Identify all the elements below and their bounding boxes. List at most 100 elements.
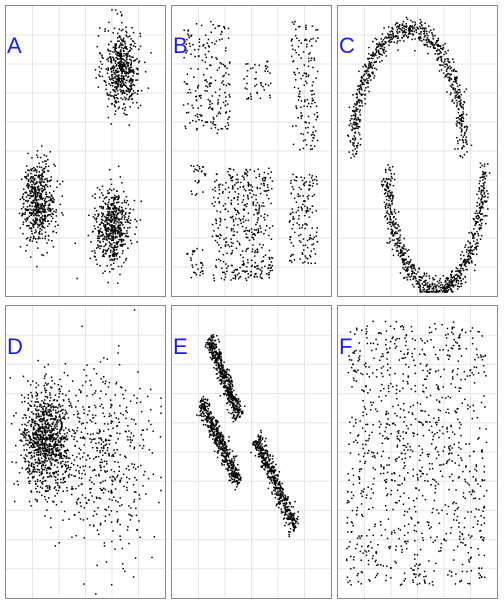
scatter-point <box>195 120 197 123</box>
scatter-point <box>382 49 384 51</box>
scatter-point <box>46 251 48 254</box>
scatter-point <box>391 177 393 180</box>
scatter-point <box>264 190 267 192</box>
scatter-point <box>39 430 42 433</box>
scatter-point <box>305 39 308 41</box>
scatter-point <box>102 213 105 215</box>
scatter-point <box>396 25 399 28</box>
scatter-point <box>475 253 478 256</box>
scatter-point <box>271 257 274 259</box>
scatter-point <box>117 80 120 83</box>
scatter-point <box>307 131 309 134</box>
scatter-point <box>36 394 39 397</box>
scatter-point <box>218 244 220 246</box>
scatter-point <box>451 100 454 102</box>
scatter-point <box>55 481 57 484</box>
scatter-point <box>217 101 219 104</box>
scatter-point <box>124 65 126 68</box>
scatter-point <box>390 219 392 221</box>
scatter-point <box>295 52 298 54</box>
scatter-point <box>210 127 213 130</box>
scatter-point <box>452 275 455 278</box>
scatter-point <box>220 63 223 65</box>
scatter-point <box>111 85 114 87</box>
scatter-point <box>115 43 118 46</box>
scatter-point <box>29 204 31 207</box>
scatter-point <box>444 280 447 282</box>
scatter-point <box>50 194 53 196</box>
scatter-point <box>408 29 410 32</box>
scatter-point <box>311 100 314 102</box>
scatter-point <box>24 458 26 460</box>
scatter-point <box>31 190 33 192</box>
scatter-point <box>36 485 39 487</box>
scatter-point <box>25 443 27 445</box>
scatter-point <box>258 64 261 67</box>
scatter-point <box>291 44 293 47</box>
scatter-point <box>63 477 66 479</box>
scatter-point <box>130 59 132 61</box>
scatter-point <box>404 33 407 35</box>
scatter-point <box>122 68 125 71</box>
scatter-point <box>37 247 39 249</box>
scatter-point <box>457 117 459 119</box>
scatter-point <box>211 108 214 111</box>
scatter-point <box>115 216 118 218</box>
scatter-point <box>306 105 309 108</box>
scatter-point <box>477 221 479 223</box>
scatter-point <box>213 230 215 232</box>
scatter-point <box>420 290 422 293</box>
scatter-point <box>425 291 428 293</box>
scatter-point <box>412 265 415 268</box>
scatter-point <box>120 90 122 93</box>
scatter-point <box>187 30 189 32</box>
scatter-point <box>256 276 258 278</box>
scatter-point <box>291 185 294 188</box>
scatter-point <box>106 93 109 96</box>
scatter-point <box>48 199 50 202</box>
scatter-point <box>354 138 357 140</box>
scatter-point <box>108 256 111 258</box>
scatter-point <box>114 9 117 11</box>
scatter-point <box>132 31 135 34</box>
scatter-point <box>391 199 393 202</box>
scatter-point <box>386 210 388 212</box>
scatter-point <box>107 68 109 71</box>
scatter-point <box>300 115 302 118</box>
scatter-point <box>478 212 480 214</box>
scatter-point <box>122 58 124 60</box>
scatter-point <box>403 35 405 37</box>
scatter-point <box>430 290 433 293</box>
scatter-point <box>460 134 463 136</box>
scatter-point <box>104 270 106 272</box>
scatter-point <box>60 501 63 503</box>
scatter-point <box>479 176 482 179</box>
scatter-point <box>256 268 258 270</box>
scatter-point <box>459 139 461 141</box>
scatter-point <box>464 132 466 135</box>
scatter-point <box>222 80 224 82</box>
scatter-point <box>107 207 110 210</box>
scatter-point <box>32 421 34 424</box>
scatter-point <box>35 206 37 208</box>
scatter-point <box>261 178 264 180</box>
scatter-point <box>67 474 70 477</box>
scatter-point <box>109 53 111 55</box>
scatter-point <box>29 437 31 440</box>
scatter-point <box>261 270 263 272</box>
scatter-point <box>106 217 108 220</box>
scatter-point <box>107 233 109 236</box>
scatter-point <box>243 263 245 266</box>
scatter-point <box>23 213 25 215</box>
scatter-point <box>230 228 233 230</box>
scatter-point <box>38 190 41 192</box>
scatter-point <box>379 53 382 56</box>
scatter-point <box>33 432 35 435</box>
scatter-point <box>260 84 263 87</box>
scatter-point <box>426 32 428 35</box>
scatter-point <box>110 213 112 216</box>
scatter-point <box>385 37 388 39</box>
scatter-point <box>244 270 247 273</box>
scatter-point <box>247 198 250 200</box>
scatter-point <box>216 69 219 71</box>
